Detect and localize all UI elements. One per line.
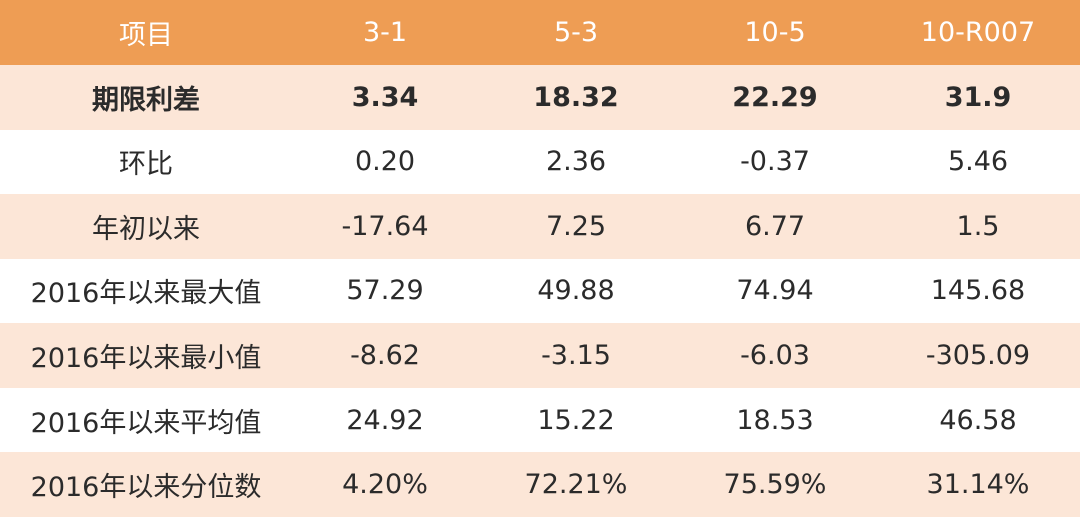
table-cell: 72.21% — [478, 452, 674, 517]
header-cell-10-r007: 10-R007 — [876, 0, 1080, 65]
row-label: 期限利差 — [0, 65, 292, 130]
table-cell: 3.34 — [292, 65, 478, 130]
row-label: 2016年以来最大值 — [0, 258, 292, 324]
table-cell: 4.20% — [292, 452, 478, 517]
row-label: 环比 — [0, 129, 292, 195]
table-row: 期限利差 3.34 18.32 22.29 31.9 — [0, 65, 1080, 130]
table-cell: 15.22 — [478, 387, 674, 453]
table-cell: 2.36 — [478, 129, 674, 195]
table-row: 2016年以来最大值 57.29 49.88 74.94 145.68 — [0, 258, 1080, 324]
row-label: 2016年以来分位数 — [0, 452, 292, 517]
table-cell: 0.20 — [292, 129, 478, 195]
table-cell: -3.15 — [478, 323, 674, 388]
table-row: 2016年以来分位数 4.20% 72.21% 75.59% 31.14% — [0, 452, 1080, 517]
table-cell: 24.92 — [292, 387, 478, 453]
table-cell: 6.77 — [674, 194, 876, 259]
header-row: 项目 3-1 5-3 10-5 10-R007 — [0, 0, 1080, 65]
row-label: 2016年以来平均值 — [0, 387, 292, 453]
table-row: 2016年以来最小值 -8.62 -3.15 -6.03 -305.09 — [0, 323, 1080, 388]
table-cell: 57.29 — [292, 258, 478, 324]
table-cell: 145.68 — [876, 258, 1080, 324]
table-cell: 5.46 — [876, 129, 1080, 195]
table-cell: -8.62 — [292, 323, 478, 388]
table-cell: -6.03 — [674, 323, 876, 388]
table-cell: -17.64 — [292, 194, 478, 259]
table-cell: 74.94 — [674, 258, 876, 324]
table-cell: 75.59% — [674, 452, 876, 517]
table-row: 环比 0.20 2.36 -0.37 5.46 — [0, 129, 1080, 195]
table-cell: 1.5 — [876, 194, 1080, 259]
table-header: 项目 3-1 5-3 10-5 10-R007 — [0, 0, 1080, 65]
table-cell: -0.37 — [674, 129, 876, 195]
table-cell: 46.58 — [876, 387, 1080, 453]
table-row: 2016年以来平均值 24.92 15.22 18.53 46.58 — [0, 387, 1080, 453]
header-cell-10-5: 10-5 — [674, 0, 876, 65]
table-cell: 31.9 — [876, 65, 1080, 130]
table-row: 年初以来 -17.64 7.25 6.77 1.5 — [0, 194, 1080, 259]
table-cell: 31.14% — [876, 452, 1080, 517]
table-cell: 49.88 — [478, 258, 674, 324]
table-cell: 18.53 — [674, 387, 876, 453]
table-body: 期限利差 3.34 18.32 22.29 31.9 环比 0.20 2.36 -0.37 5.4… — [0, 65, 1080, 517]
header-cell-5-3: 5-3 — [478, 0, 674, 65]
table-cell: 18.32 — [478, 65, 674, 130]
table-cell: 22.29 — [674, 65, 876, 130]
row-label: 年初以来 — [0, 194, 292, 259]
header-cell-item: 项目 — [0, 0, 292, 65]
header-cell-3-1: 3-1 — [292, 0, 478, 65]
table-cell: -305.09 — [876, 323, 1080, 388]
row-label: 2016年以来最小值 — [0, 323, 292, 388]
table-cell: 7.25 — [478, 194, 674, 259]
